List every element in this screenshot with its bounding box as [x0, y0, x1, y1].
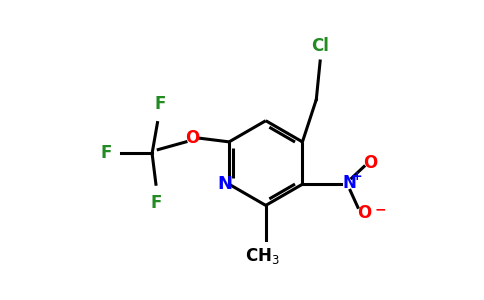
Text: Cl: Cl: [311, 37, 329, 55]
Text: O: O: [357, 205, 371, 223]
Text: O: O: [185, 129, 199, 147]
Text: F: F: [154, 94, 166, 112]
Text: −: −: [375, 202, 386, 217]
Text: N: N: [217, 175, 232, 193]
Text: N: N: [343, 174, 356, 192]
Text: F: F: [150, 194, 162, 212]
Text: O: O: [363, 154, 378, 172]
Text: CH$_3$: CH$_3$: [244, 246, 279, 266]
Text: +: +: [352, 170, 363, 183]
Text: F: F: [101, 144, 112, 162]
